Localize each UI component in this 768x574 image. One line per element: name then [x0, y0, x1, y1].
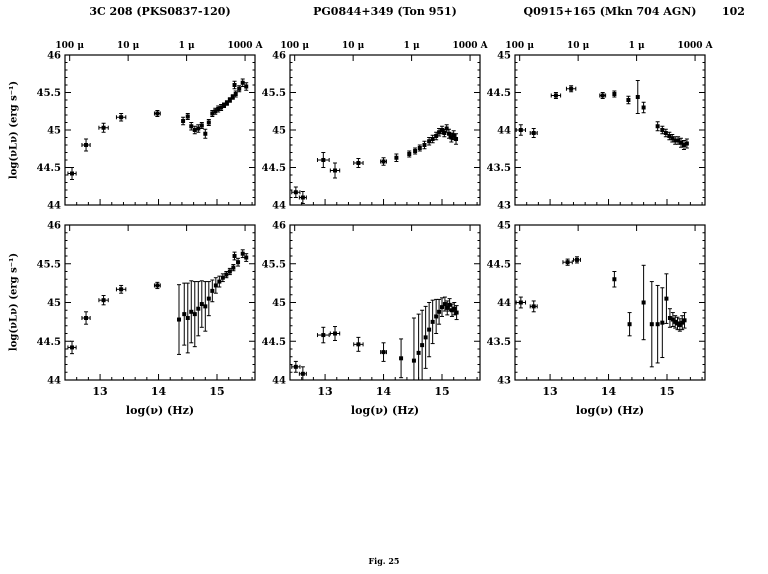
svg-text:1 μ: 1 μ — [629, 41, 645, 51]
svg-text:14: 14 — [376, 385, 392, 398]
svg-text:10 μ: 10 μ — [342, 41, 365, 51]
svg-text:13: 13 — [92, 385, 107, 398]
svg-text:43.5: 43.5 — [487, 163, 511, 174]
sed-plot-pg0844-bottom: 44 44.5 45 45.5 46 13 14 15 — [262, 221, 481, 398]
svg-text:14: 14 — [601, 385, 617, 398]
svg-text:15: 15 — [209, 385, 224, 398]
svg-text:45: 45 — [497, 51, 511, 62]
svg-text:44: 44 — [497, 126, 511, 137]
svg-text:45: 45 — [272, 298, 286, 309]
svg-text:44.5: 44.5 — [262, 337, 286, 348]
svg-text:44.5: 44.5 — [487, 259, 511, 270]
svg-text:14: 14 — [151, 385, 167, 398]
svg-text:1 μ: 1 μ — [404, 41, 420, 51]
svg-text:100 μ: 100 μ — [280, 41, 309, 51]
svg-text:45: 45 — [47, 298, 61, 309]
panel-title-pg0844: PG0844+349 (Ton 951) — [313, 5, 457, 18]
panel-title-q0915: Q0915+165 (Mkn 704 AGN) — [523, 5, 697, 18]
svg-text:45: 45 — [47, 126, 61, 137]
svg-text:10 μ: 10 μ — [117, 41, 140, 51]
svg-text:100 μ: 100 μ — [505, 41, 534, 51]
svg-text:45.5: 45.5 — [37, 259, 61, 270]
y-axis-label-bottom-row: log(νLν) (erg s⁻¹) — [8, 252, 20, 352]
x-axis-label-col2: log(ν) (Hz) — [350, 404, 420, 417]
svg-text:46: 46 — [272, 51, 286, 62]
x-axis-label-col1: log(ν) (Hz) — [125, 404, 195, 417]
svg-text:44: 44 — [272, 376, 286, 387]
svg-text:46: 46 — [47, 221, 61, 232]
svg-text:15: 15 — [434, 385, 449, 398]
svg-text:45: 45 — [272, 126, 286, 137]
svg-text:13: 13 — [317, 385, 332, 398]
figure-caption: Fig. 25 — [368, 556, 400, 566]
svg-text:45.5: 45.5 — [262, 88, 286, 99]
y-axis-label-top-row: log(νLν) (erg s⁻¹) — [8, 80, 20, 180]
svg-text:44: 44 — [47, 201, 61, 212]
svg-text:44.5: 44.5 — [262, 163, 286, 174]
panel-title-3c208: 3C 208 (PKS0837-120) — [89, 5, 231, 18]
svg-text:1000 A: 1000 A — [227, 41, 263, 51]
sed-plot-q0915-bottom: 43 43.5 44 44.5 45 13 14 15 — [487, 221, 706, 398]
svg-text:44: 44 — [47, 376, 61, 387]
svg-text:44.5: 44.5 — [37, 337, 61, 348]
svg-text:43.5: 43.5 — [487, 337, 511, 348]
page-number: 102 — [722, 5, 745, 18]
svg-text:1 μ: 1 μ — [179, 41, 195, 51]
svg-text:45: 45 — [497, 221, 511, 232]
svg-text:44.5: 44.5 — [487, 88, 511, 99]
svg-text:13: 13 — [542, 385, 557, 398]
svg-text:100 μ: 100 μ — [55, 41, 84, 51]
svg-text:44.5: 44.5 — [37, 163, 61, 174]
svg-text:15: 15 — [659, 385, 674, 398]
svg-text:45.5: 45.5 — [37, 88, 61, 99]
x-axis-label-col3: log(ν) (Hz) — [575, 404, 645, 417]
svg-text:46: 46 — [47, 51, 61, 62]
svg-text:43: 43 — [497, 376, 511, 387]
sed-plot-3c208-bottom: 44 44.5 45 45.5 46 13 14 15 — [37, 221, 256, 398]
svg-text:10 μ: 10 μ — [567, 41, 590, 51]
svg-text:1000 A: 1000 A — [452, 41, 488, 51]
svg-text:44: 44 — [497, 298, 511, 309]
svg-text:43: 43 — [497, 201, 511, 212]
svg-text:46: 46 — [272, 221, 286, 232]
svg-text:1000 A: 1000 A — [677, 41, 713, 51]
svg-text:44: 44 — [272, 201, 286, 212]
svg-text:45.5: 45.5 — [262, 259, 286, 270]
